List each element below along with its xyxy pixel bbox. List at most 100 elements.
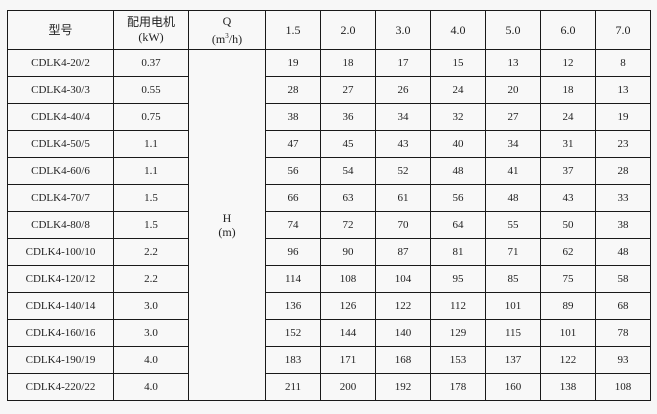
head-value-cell: 48	[595, 238, 651, 266]
head-value-cell: 160	[485, 373, 541, 401]
head-value-cell: 137	[485, 346, 541, 374]
head-value-cell: 70	[375, 211, 431, 239]
head-value-cell: 68	[595, 292, 651, 320]
head-value-cell: 61	[375, 184, 431, 212]
header-flow-label: Q	[222, 13, 232, 28]
table-row: CDLK4-100/10 2.2 96 90 87 81 71 62 48	[7, 238, 651, 266]
model-cell: CDLK4-20/2	[7, 49, 114, 77]
motor-power-cell: 2.2	[113, 265, 189, 293]
head-value-cell: 136	[265, 292, 321, 320]
head-value-cell: 87	[375, 238, 431, 266]
motor-power-cell: 3.0	[113, 319, 189, 347]
head-value-cell: 12	[540, 49, 596, 77]
head-value-cell: 144	[320, 319, 376, 347]
head-value-cell: 26	[375, 76, 431, 104]
table-row: CDLK4-20/2 0.37 H (m) 19 18 17 15 13 12 8	[7, 49, 651, 401]
head-value-cell: 192	[375, 373, 431, 401]
motor-power-cell: 0.55	[113, 76, 189, 104]
head-value-cell: 74	[265, 211, 321, 239]
motor-power-cell: 4.0	[113, 373, 189, 401]
head-value-cell: 38	[595, 211, 651, 239]
table-row: CDLK4-120/12 2.2 114 108 104 95 85 75 58	[7, 265, 651, 293]
model-cell: CDLK4-70/7	[7, 184, 114, 212]
head-label: H	[222, 211, 232, 225]
header-motor-unit: (kW)	[138, 30, 164, 44]
head-value-cell: 126	[320, 292, 376, 320]
head-value-cell: 72	[320, 211, 376, 239]
motor-power-cell: 0.37	[113, 49, 189, 77]
header-flow-value: 5.0	[485, 10, 541, 50]
head-value-cell: 40	[430, 130, 486, 158]
head-value-cell: 19	[595, 103, 651, 131]
head-value-cell: 41	[485, 157, 541, 185]
head-value-cell: 89	[540, 292, 596, 320]
head-value-cell: 27	[485, 103, 541, 131]
head-value-cell: 54	[320, 157, 376, 185]
head-value-cell: 178	[430, 373, 486, 401]
head-value-cell: 31	[540, 130, 596, 158]
head-value-cell: 63	[320, 184, 376, 212]
head-value-cell: 47	[265, 130, 321, 158]
head-value-cell: 138	[540, 373, 596, 401]
head-value-cell: 78	[595, 319, 651, 347]
head-value-cell: 18	[540, 76, 596, 104]
header-flow-value: 3.0	[375, 10, 431, 50]
head-value-cell: 62	[540, 238, 596, 266]
head-value-cell: 18	[320, 49, 376, 77]
pump-performance-table: 型号 配用电机 (kW) Q (m3/h) 1.5 2.0 3.0 4.0 5.…	[7, 10, 651, 401]
model-cell: CDLK4-100/10	[7, 238, 114, 266]
header-flow: Q (m3/h)	[188, 10, 266, 50]
head-value-cell: 122	[375, 292, 431, 320]
model-cell: CDLK4-220/22	[7, 373, 114, 401]
header-model: 型号	[7, 10, 114, 50]
head-value-cell: 48	[430, 157, 486, 185]
head-value-cell: 43	[375, 130, 431, 158]
flow-unit-prefix: (m	[211, 31, 226, 46]
motor-power-cell: 2.2	[113, 238, 189, 266]
head-value-cell: 183	[265, 346, 321, 374]
table-row: CDLK4-140/14 3.0 136 126 122 112 101 89 68	[7, 292, 651, 320]
head-value-cell: 104	[375, 265, 431, 293]
head-value-cell: 211	[265, 373, 321, 401]
model-cell: CDLK4-80/8	[7, 211, 114, 239]
head-value-cell: 19	[265, 49, 321, 77]
table-row: CDLK4-160/16 3.0 152 144 140 129 115 101 78	[7, 319, 651, 347]
head-value-cell: 108	[595, 373, 651, 401]
motor-power-cell: 3.0	[113, 292, 189, 320]
head-value-cell: 23	[595, 130, 651, 158]
head-value-cell: 32	[430, 103, 486, 131]
header-motor-label: 配用电机	[126, 15, 175, 29]
head-value-cell: 114	[265, 265, 321, 293]
table-row: CDLK4-30/3 0.55 28 27 26 24 20 18 13	[7, 76, 651, 104]
header-flow-value: 7.0	[595, 10, 651, 50]
head-value-cell: 200	[320, 373, 376, 401]
head-value-cell: 112	[430, 292, 486, 320]
head-value-cell: 93	[595, 346, 651, 374]
motor-power-cell: 1.5	[113, 184, 189, 212]
head-value-cell: 34	[485, 130, 541, 158]
head-unit: (m)	[218, 225, 236, 239]
head-value-cell: 38	[265, 103, 321, 131]
table-row: CDLK4-190/19 4.0 183 171 168 153 137 122 93	[7, 346, 651, 374]
flow-unit-sup: 3	[225, 31, 229, 40]
head-value-cell: 28	[595, 157, 651, 185]
head-value-cell: 55	[485, 211, 541, 239]
head-value-cell: 52	[375, 157, 431, 185]
header-flow-value: 6.0	[540, 10, 596, 50]
head-value-cell: 64	[430, 211, 486, 239]
head-value-cell: 24	[430, 76, 486, 104]
head-value-cell: 15	[430, 49, 486, 77]
motor-power-cell: 1.1	[113, 130, 189, 158]
head-value-cell: 24	[540, 103, 596, 131]
model-cell: CDLK4-160/16	[7, 319, 114, 347]
head-value-cell: 75	[540, 265, 596, 293]
head-value-cell: 101	[540, 319, 596, 347]
head-value-cell: 101	[485, 292, 541, 320]
head-value-cell: 28	[265, 76, 321, 104]
head-value-cell: 34	[375, 103, 431, 131]
head-value-cell: 13	[595, 76, 651, 104]
head-value-cell: 129	[430, 319, 486, 347]
header-flow-unit: (m3/h)	[189, 29, 265, 47]
head-value-cell: 122	[540, 346, 596, 374]
head-value-cell: 33	[595, 184, 651, 212]
